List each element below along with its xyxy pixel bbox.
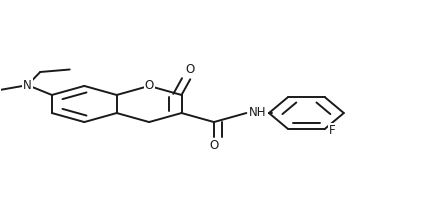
Text: O: O (145, 79, 154, 92)
Text: F: F (329, 124, 335, 137)
Text: O: O (186, 63, 195, 76)
Text: O: O (209, 139, 219, 152)
Text: NH: NH (249, 105, 266, 119)
Text: N: N (23, 79, 32, 92)
